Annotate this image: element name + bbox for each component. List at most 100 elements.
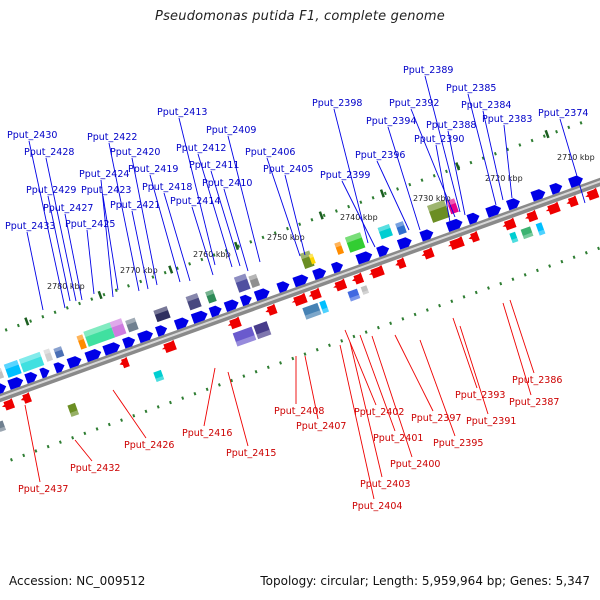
forward-gene-arrow [173, 317, 189, 330]
scale-major-tick [97, 290, 103, 300]
annotation-block-shine [256, 329, 272, 340]
annotation-block [0, 367, 5, 381]
annotation-block-shine [18, 351, 42, 364]
reverse-gene-body [266, 304, 278, 316]
scale-major-tick [379, 189, 385, 198]
forward-label-leader [197, 153, 233, 268]
annotation-block [253, 321, 272, 340]
reverse-gene-body [396, 258, 407, 269]
scale-tick [518, 143, 522, 147]
annotation-block-shine [233, 273, 248, 283]
scale-tick [212, 253, 216, 257]
forward-label-leader [435, 144, 451, 223]
scale-tick [548, 264, 552, 268]
forward-gene-arrow [66, 356, 82, 369]
annotation-block [53, 346, 65, 359]
annotation-block-shine [155, 375, 165, 382]
reverse-gene-body [370, 265, 385, 279]
scale-tick [65, 306, 69, 310]
annotation-block-shine [205, 289, 215, 297]
annotation-block [125, 317, 139, 333]
forward-gene-arrow [24, 372, 38, 384]
scale-tick [334, 209, 338, 213]
annotation-block-shine [76, 334, 84, 342]
forward-label-leader [467, 93, 497, 206]
reverse-label-leader [349, 341, 383, 478]
scale-label: 2710 kbp [557, 153, 595, 162]
reverse-gene-label: Pput_2407 [296, 421, 346, 432]
scale-tick [95, 427, 99, 431]
reverse-label-leader [502, 302, 532, 396]
scale-tick [169, 400, 172, 405]
forward-gene-arrow [137, 330, 153, 344]
annotation-block [109, 318, 127, 338]
scale-tick [530, 138, 534, 143]
annotation-block-shine [125, 317, 137, 326]
forward-gene-arrow [253, 288, 270, 302]
forward-gene-label: Pput_2423 [81, 185, 131, 196]
annotation-block [319, 300, 329, 314]
reverse-gene-body [567, 196, 579, 208]
reverse-label-leader [344, 329, 377, 406]
annotation-block [185, 293, 202, 311]
reverse-gene-label: Pput_2432 [70, 463, 120, 474]
annotation-block [446, 198, 459, 215]
forward-gene-arrow [530, 189, 546, 202]
reverse-gene-label: Pput_2404 [352, 501, 402, 512]
scale-tick [364, 330, 368, 334]
reverse-label-leader [227, 371, 249, 447]
scale-tick [139, 279, 143, 284]
annotation-block [308, 253, 316, 265]
scale-tick [127, 284, 130, 288]
forward-label-leader [163, 192, 191, 282]
scale-label: 2750 kbp [267, 233, 305, 242]
scale-tick [438, 303, 442, 308]
forward-gene-arrow [292, 274, 309, 288]
scale-tick [200, 257, 204, 262]
scale-tick [567, 125, 571, 130]
forward-gene-label: Pput_2411 [189, 160, 239, 171]
forward-gene-label: Pput_2388 [426, 120, 476, 131]
reverse-label-leader [371, 335, 413, 458]
scale-tick [34, 449, 38, 453]
reverse-label-leader [394, 334, 434, 412]
scale-tick [83, 431, 87, 436]
forward-gene-label: Pput_2405 [263, 164, 313, 175]
scale-tick [53, 310, 57, 315]
reverse-label-leader [509, 299, 535, 374]
scale-tick [401, 317, 405, 321]
forward-gene-label: Pput_2429 [26, 185, 76, 196]
reverse-gene-label: Pput_2400 [390, 459, 440, 470]
reverse-gene-label: Pput_2393 [455, 390, 505, 401]
scale-major-tick [234, 241, 240, 251]
reverse-gene-body [423, 247, 435, 260]
forward-label-leader [227, 135, 261, 263]
forward-gene-label: Pput_2406 [245, 147, 295, 158]
forward-gene-label: Pput_2383 [482, 114, 532, 125]
scale-tick [597, 246, 600, 251]
annotation-block-shine [349, 294, 361, 302]
annotation-block-shine [43, 348, 51, 355]
reverse-gene-label: Pput_2426 [124, 440, 174, 451]
scale-tick [535, 268, 539, 273]
scale-tick [144, 409, 148, 414]
scale-tick [371, 196, 375, 200]
scale-tick [107, 422, 111, 427]
reverse-gene-body [310, 288, 322, 301]
forward-gene-arrow [190, 310, 208, 324]
reverse-gene-body [22, 392, 32, 404]
reverse-gene-label: Pput_2391 [466, 416, 516, 427]
annotation-block [233, 273, 251, 293]
annotation-block [395, 221, 407, 236]
reverse-gene-label: Pput_2437 [18, 484, 68, 495]
forward-gene-label: Pput_2413 [157, 107, 207, 118]
reverse-gene-body [586, 188, 600, 201]
annotation-block [83, 322, 116, 347]
scale-tick [156, 405, 160, 409]
forward-gene-arrow [0, 383, 7, 396]
scale-tick [4, 328, 8, 332]
reverse-gene-body [121, 357, 130, 369]
forward-label-leader [26, 231, 44, 311]
annotation-block [334, 241, 345, 255]
scale-tick [266, 365, 270, 370]
